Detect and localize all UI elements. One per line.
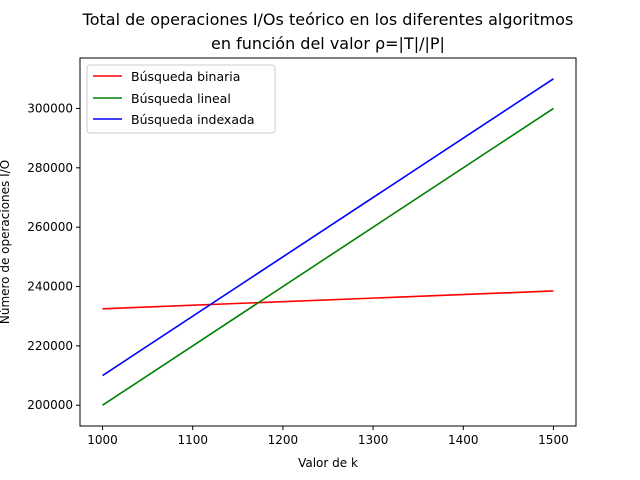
series-layer bbox=[102, 78, 554, 406]
y-tick-label: 220000 bbox=[27, 339, 73, 353]
chart-title-line2: en función del valor ρ=|T|/|P| bbox=[211, 34, 445, 53]
x-tick-label: 1100 bbox=[177, 433, 208, 447]
plot-frame bbox=[79, 57, 577, 427]
y-tick-label: 300000 bbox=[27, 101, 73, 115]
series-line-0 bbox=[102, 290, 554, 310]
y-tick-label: 280000 bbox=[27, 161, 73, 175]
y-tick-label: 260000 bbox=[27, 220, 73, 234]
legend-label-busqueda-lineal: Búsqueda lineal bbox=[131, 91, 231, 106]
y-tick-label: 200000 bbox=[27, 398, 73, 412]
x-tick-label: 1200 bbox=[268, 433, 299, 447]
ticks-layer: 1000 1100 1200 1300 1400 1500 200000 220000 2400… bbox=[27, 101, 569, 447]
y-tick-label: 240000 bbox=[27, 280, 73, 294]
x-tick-label: 1300 bbox=[358, 433, 389, 447]
chart-title-line1: Total de operaciones I/Os teórico en los… bbox=[82, 10, 574, 29]
legend: Búsqueda binaria Búsqueda lineal Búsqued… bbox=[86, 64, 276, 134]
y-axis-label: Número de operaciones I/O bbox=[0, 160, 12, 324]
x-tick-label: 1400 bbox=[448, 433, 479, 447]
x-tick-label: 1000 bbox=[87, 433, 118, 447]
x-tick-label: 1500 bbox=[538, 433, 569, 447]
x-axis-label: Valor de k bbox=[298, 456, 358, 470]
legend-label-busqueda-binaria: Búsqueda binaria bbox=[131, 69, 240, 84]
series-line-2 bbox=[102, 78, 554, 377]
legend-box bbox=[86, 64, 276, 134]
legend-label-busqueda-indexada: Búsqueda indexada bbox=[131, 112, 255, 127]
axes-layer bbox=[79, 57, 577, 427]
series-line-1 bbox=[102, 107, 554, 406]
